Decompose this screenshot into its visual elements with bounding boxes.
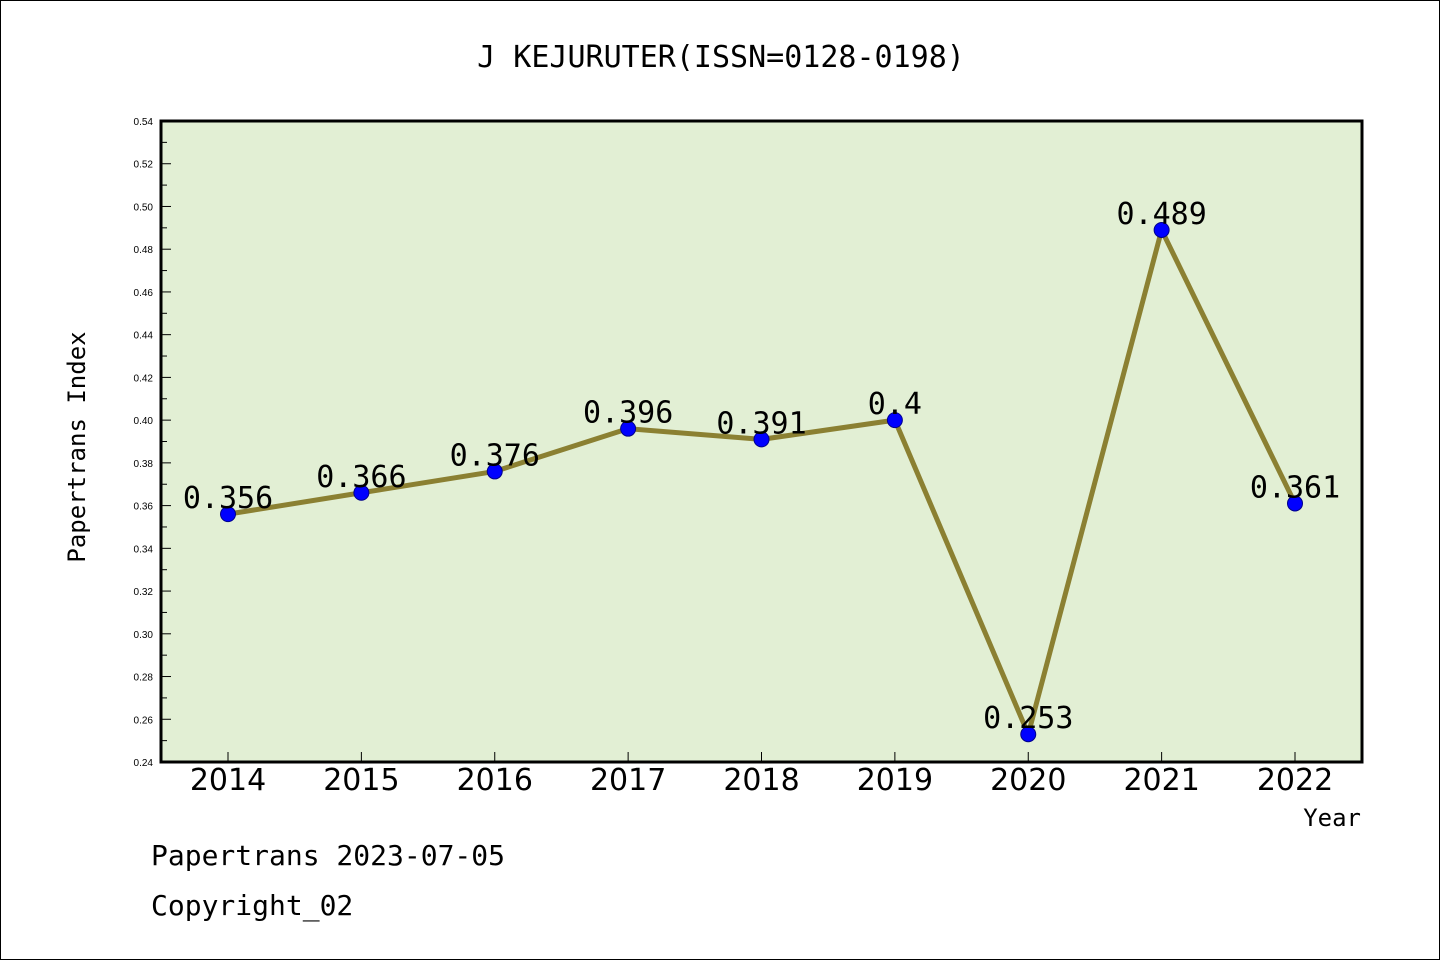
- x-axis-label: Year: [1303, 804, 1361, 832]
- data-label: 0.376: [450, 438, 540, 473]
- x-tick-label: 2021: [1123, 763, 1199, 798]
- y-tick-label: 0.30: [134, 630, 154, 641]
- data-label: 0.356: [183, 481, 273, 516]
- y-tick-label: 0.40: [134, 416, 154, 427]
- y-tick-label: 0.32: [134, 587, 154, 598]
- x-tick-label: 2015: [323, 763, 399, 798]
- data-label: 0.391: [716, 406, 806, 441]
- data-label: 0.489: [1116, 197, 1206, 232]
- data-point-marker: [353, 484, 370, 501]
- y-tick-label: 0.36: [134, 502, 154, 513]
- data-label: 0.396: [583, 396, 673, 431]
- data-point-marker: [753, 431, 770, 448]
- data-point-marker: [620, 420, 637, 437]
- source-date-text: Papertrans 2023-07-05: [151, 839, 505, 872]
- copyright-text: Copyright_02: [151, 889, 353, 923]
- y-tick-label: 0.44: [134, 331, 154, 342]
- data-point-marker: [1020, 726, 1037, 743]
- y-tick-label: 0.48: [134, 245, 154, 256]
- x-tick-label: 2018: [723, 763, 799, 798]
- data-point-marker: [1287, 495, 1303, 512]
- x-axis-ticks: 2014 2015 2016 2017 2018 2019 2020 2021 2022: [190, 752, 1333, 798]
- y-tick-label: 0.54: [134, 117, 154, 128]
- data-label: 0.366: [316, 460, 406, 495]
- y-axis-ticks: 0.24 0.26 0.28 0.30 0.32 0.34 0.36 0.38 0.40 0.42…: [134, 117, 171, 769]
- x-tick-label: 2020: [990, 763, 1066, 798]
- y-tick-label: 0.46: [134, 288, 154, 299]
- data-label: 0.4: [868, 387, 922, 422]
- x-tick-label: 2019: [857, 763, 933, 798]
- y-axis-label: Papertrans Index: [63, 331, 91, 562]
- x-tick-label: 2016: [457, 763, 533, 798]
- y-tick-label: 0.26: [134, 715, 154, 726]
- series-group: 0.356 0.366 0.376 0.396 0.391 0.4 0.253 0.489 0.…: [183, 197, 1340, 743]
- x-tick-label: 2017: [590, 763, 666, 798]
- y-tick-label: 0.42: [134, 373, 154, 384]
- data-point-marker: [886, 412, 903, 429]
- y-tick-label: 0.24: [134, 758, 154, 769]
- y-tick-label: 0.52: [134, 160, 154, 171]
- chart-title: J KEJURUTER(ISSN=0128-0198): [477, 40, 965, 75]
- data-label: 0.361: [1250, 470, 1340, 505]
- data-point-marker: [1153, 221, 1170, 238]
- data-point-marker: [220, 506, 236, 523]
- x-tick-label: 2022: [1257, 763, 1333, 798]
- data-point-marker: [486, 463, 503, 480]
- x-tick-label: 2014: [190, 763, 266, 798]
- y-tick-label: 0.28: [134, 673, 154, 684]
- y-tick-label: 0.38: [134, 459, 154, 470]
- data-label: 0.253: [983, 701, 1073, 736]
- y-tick-label: 0.50: [134, 202, 154, 213]
- y-tick-label: 0.34: [134, 544, 154, 555]
